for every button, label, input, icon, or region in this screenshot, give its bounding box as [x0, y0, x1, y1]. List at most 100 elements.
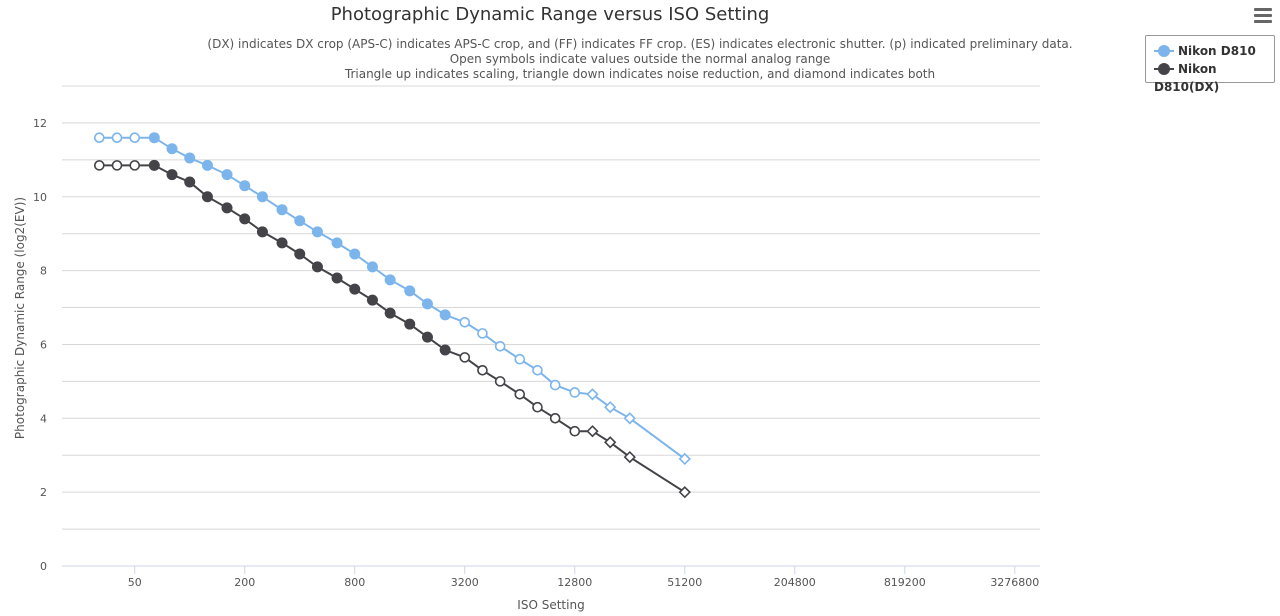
data-point[interactable] — [331, 237, 343, 249]
data-point[interactable] — [184, 152, 196, 164]
data-point[interactable] — [239, 180, 251, 192]
series-nikon-d810-dx — [93, 159, 691, 499]
x-tick-label: 12800 — [557, 576, 592, 589]
data-point[interactable] — [514, 389, 526, 400]
legend-symbol-icon — [1154, 62, 1174, 76]
data-point[interactable] — [549, 413, 561, 424]
data-point[interactable] — [439, 309, 451, 321]
data-point[interactable] — [129, 160, 141, 171]
chart-legend: Nikon D810 Nikon D810(DX) — [1145, 35, 1275, 94]
data-point[interactable] — [311, 261, 323, 273]
data-point[interactable] — [477, 328, 488, 339]
data-point[interactable] — [111, 160, 123, 171]
data-point[interactable] — [494, 341, 506, 352]
data-point[interactable] — [439, 344, 451, 356]
legend-label: Nikon D810 — [1178, 43, 1256, 58]
data-point[interactable] — [532, 401, 543, 413]
data-point[interactable] — [239, 213, 251, 225]
x-tick-label: 204800 — [774, 576, 816, 589]
data-point[interactable] — [366, 294, 378, 306]
data-point[interactable] — [201, 159, 213, 171]
data-point[interactable] — [148, 132, 160, 144]
y-tick-label: 8 — [40, 265, 47, 278]
data-point[interactable] — [276, 204, 288, 216]
y-tick-label: 6 — [40, 338, 47, 351]
legend-item-nikon-d810-dx[interactable]: Nikon D810(DX) — [1154, 59, 1274, 94]
data-point[interactable] — [349, 283, 361, 295]
subtitle-line: Open symbols indicate values outside the… — [449, 52, 831, 66]
legend-symbol-icon — [1154, 44, 1174, 58]
y-tick-label: 12 — [33, 117, 47, 130]
data-point[interactable] — [404, 285, 416, 297]
data-point[interactable] — [256, 226, 268, 238]
data-point[interactable] — [184, 176, 196, 188]
x-tick-label: 51200 — [667, 576, 702, 589]
data-point[interactable] — [549, 379, 561, 391]
subtitle-line: (DX) indicates DX crop (APS-C) indicates… — [207, 37, 1073, 51]
legend-item-nikon-d810[interactable]: Nikon D810 — [1154, 41, 1256, 59]
data-point[interactable] — [604, 436, 617, 449]
series-nikon-d810 — [93, 132, 691, 466]
data-point[interactable] — [311, 226, 323, 238]
data-point[interactable] — [623, 450, 636, 464]
chart-title: Photographic Dynamic Range versus ISO Se… — [330, 4, 770, 25]
y-axis-ticks: 0 2 4 6 8 10 12 — [33, 117, 47, 573]
data-point[interactable] — [111, 132, 123, 143]
y-tick-label: 2 — [40, 486, 47, 499]
data-point[interactable] — [129, 132, 141, 143]
data-point[interactable] — [93, 160, 105, 171]
data-point[interactable] — [366, 261, 378, 273]
series-line — [99, 164, 686, 494]
y-axis-label: Photographic Dynamic Range (log2(EV)) — [13, 197, 27, 439]
data-point[interactable] — [349, 248, 361, 260]
x-axis-ticks: 50 200 800 3200 12800 51200 204800 819200 327680… — [128, 566, 1039, 589]
y-tick-label: 10 — [33, 191, 47, 204]
data-point[interactable] — [331, 272, 343, 284]
data-point[interactable] — [201, 191, 213, 203]
y-tick-label: 0 — [40, 560, 47, 573]
data-point[interactable] — [404, 318, 416, 330]
data-point[interactable] — [569, 425, 581, 437]
data-point[interactable] — [294, 215, 306, 227]
data-point[interactable] — [166, 169, 178, 181]
data-point[interactable] — [148, 159, 160, 171]
data-point[interactable] — [256, 191, 268, 203]
data-point[interactable] — [421, 331, 433, 343]
subtitle-line: Triangle up indicates scaling, triangle … — [344, 67, 936, 81]
data-point[interactable] — [532, 365, 543, 376]
data-point[interactable] — [477, 365, 488, 376]
x-tick-label: 3276800 — [990, 576, 1039, 589]
x-axis-label: ISO Setting — [517, 598, 584, 612]
data-point[interactable] — [459, 317, 471, 328]
y-tick-label: 4 — [40, 412, 47, 425]
data-point[interactable] — [678, 486, 691, 499]
data-point[interactable] — [166, 143, 178, 155]
chart-subtitle: (DX) indicates DX crop (APS-C) indicates… — [0, 37, 1280, 82]
x-tick-label: 200 — [234, 576, 255, 589]
data-point[interactable] — [459, 352, 471, 363]
data-point[interactable] — [221, 202, 233, 214]
data-point[interactable] — [221, 169, 233, 181]
data-point[interactable] — [276, 237, 288, 249]
data-point[interactable] — [93, 132, 105, 143]
data-point[interactable] — [384, 307, 396, 319]
chart-series — [93, 132, 691, 499]
data-point[interactable] — [678, 452, 691, 466]
x-tick-label: 819200 — [884, 576, 926, 589]
data-point[interactable] — [623, 412, 636, 425]
data-point[interactable] — [514, 353, 526, 365]
data-point[interactable] — [569, 387, 581, 398]
data-point[interactable] — [494, 376, 506, 387]
data-point[interactable] — [384, 274, 396, 286]
chart-grid — [62, 85, 1040, 567]
data-point[interactable] — [294, 248, 306, 260]
data-point[interactable] — [604, 401, 617, 414]
x-tick-label: 3200 — [451, 576, 479, 589]
hamburger-menu-icon[interactable] — [1254, 8, 1272, 26]
data-point[interactable] — [586, 425, 599, 438]
data-point[interactable] — [421, 298, 433, 310]
legend-label: Nikon D810(DX) — [1154, 61, 1220, 95]
x-tick-label: 50 — [128, 576, 142, 589]
data-point[interactable] — [586, 388, 599, 401]
